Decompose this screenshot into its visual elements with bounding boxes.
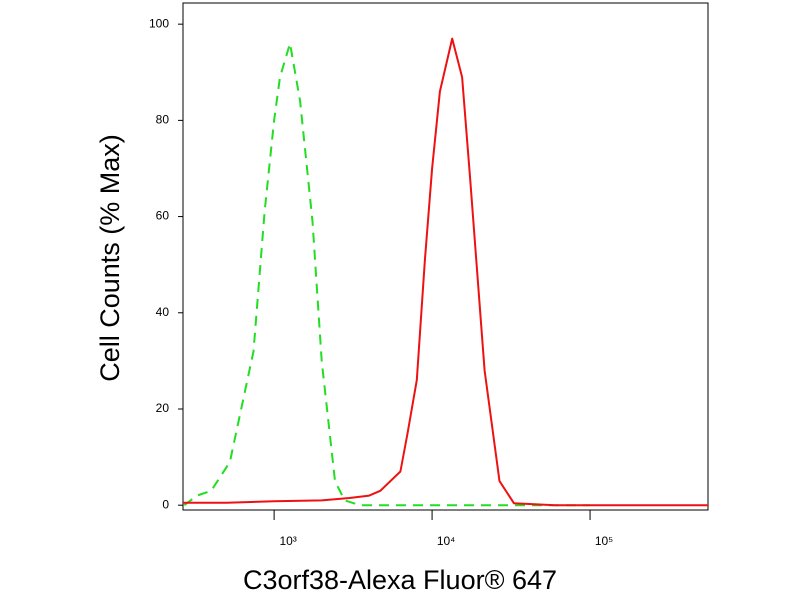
series-line (183, 37, 708, 507)
x-tick-label: 10⁴ (437, 534, 456, 548)
x-tick-label: 10⁵ (595, 534, 613, 548)
plot-frame (182, 2, 709, 511)
y-axis-title: Cell Counts (% Max) (95, 134, 125, 382)
x-axis-title: C3orf38-Alexa Fluor® 647 (243, 565, 557, 595)
y-tick-label: 0 (162, 497, 169, 511)
y-tick-label: 40 (156, 305, 170, 319)
y-tick-label: 80 (156, 113, 170, 127)
series-line (183, 42, 591, 507)
y-tick-label: 20 (156, 401, 170, 415)
x-tick-label: 10³ (279, 534, 296, 548)
y-tick-label: 60 (156, 209, 170, 223)
y-tick-label: 100 (149, 16, 169, 30)
